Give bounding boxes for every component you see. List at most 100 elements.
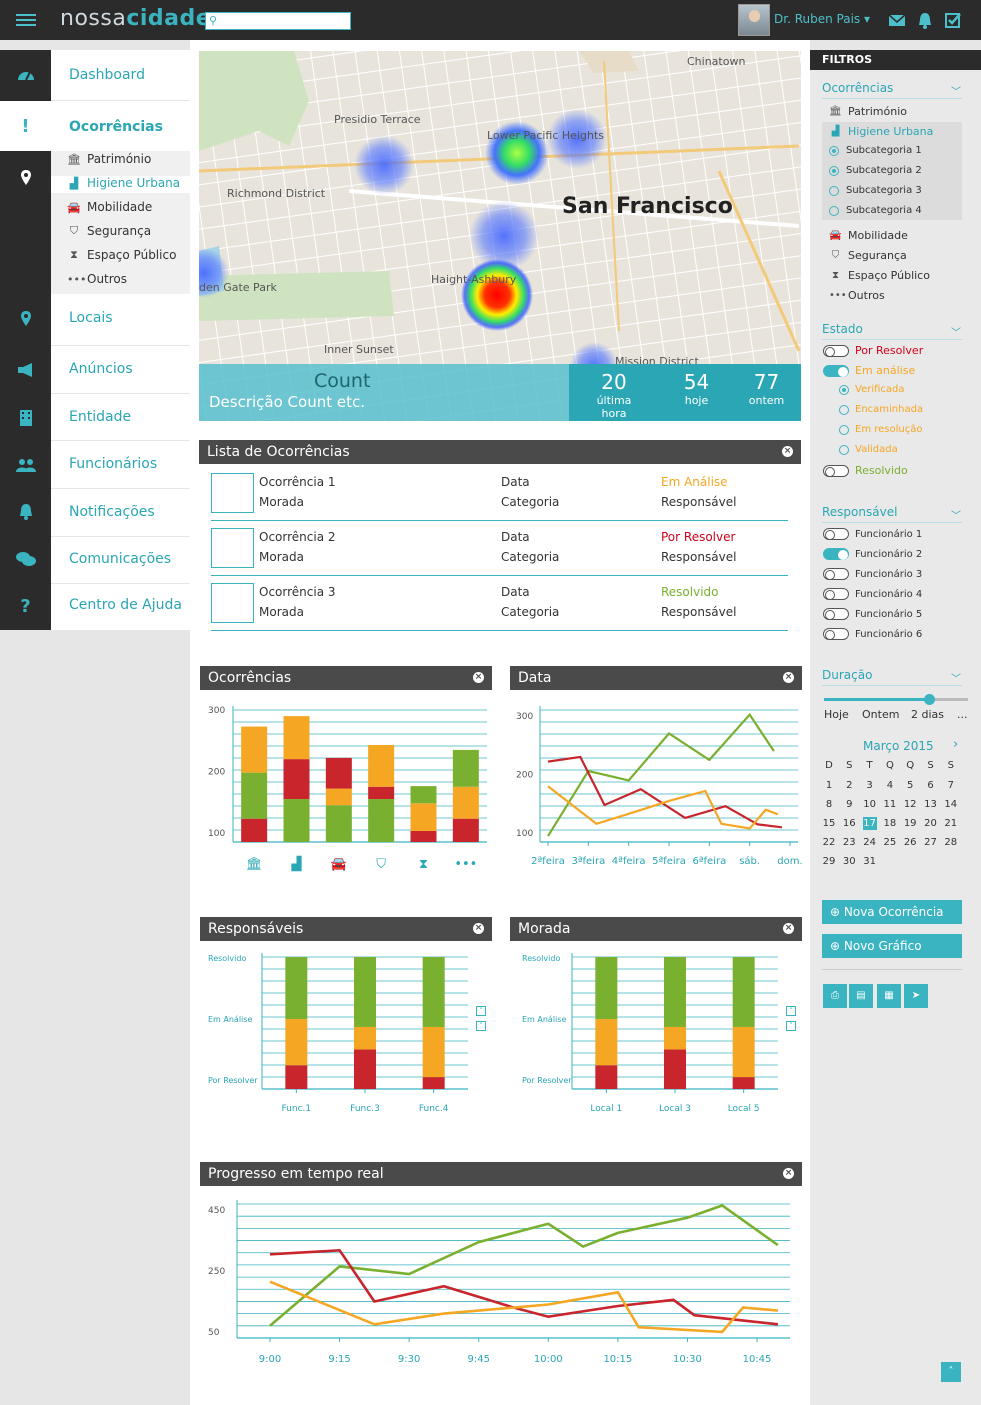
funcionario-toggle[interactable]: Funcionário 5 [823,608,922,620]
chevron-down-icon[interactable]: ﹀ [951,328,961,339]
bar-segment[interactable] [452,818,479,842]
calendar-day[interactable]: 31 [863,856,876,867]
close-icon[interactable]: × [473,923,484,934]
subestado-radio[interactable]: Em resolução [839,424,922,435]
bar-segment[interactable] [285,1065,308,1089]
heat-map[interactable]: San Francisco Chinatown Presidio Terrace… [199,51,801,421]
subestado-radio[interactable]: Validada [839,444,898,455]
filter-category[interactable]: 🚘 Mobilidade [829,229,908,242]
bar-segment[interactable] [595,957,618,1020]
close-icon[interactable]: × [473,672,484,683]
calendar-day[interactable]: 25 [883,837,897,848]
calendar-day[interactable]: 14 [944,799,958,810]
bar-segment[interactable] [732,1026,755,1078]
menu-hamburger-icon[interactable] [16,11,36,29]
toggle-switch[interactable] [823,568,849,580]
calendar-day[interactable]: 17 [862,817,877,830]
series-line[interactable] [269,1248,779,1326]
chevron-down-icon[interactable]: ﹀ [951,87,961,98]
duration-slider-handle[interactable] [924,694,935,705]
bar-segment[interactable] [325,805,352,842]
building-icon[interactable] [0,406,51,430]
filter-subcategory[interactable]: Subcategoria 4 [829,205,922,216]
bar-segment[interactable] [368,744,395,787]
nav-comunicacoes[interactable]: Comunicações [69,551,172,567]
bar-segment[interactable] [285,1019,308,1066]
calendar-day[interactable]: 9 [846,799,853,810]
notifications-bell-icon[interactable] [0,500,51,524]
filter-ocorrencias-heading[interactable]: Ocorrências [822,81,894,95]
calendar-day[interactable]: 7 [947,780,954,791]
toggle-switch[interactable] [823,608,849,620]
user-menu[interactable]: Dr. Ruben Pais ▾ [774,12,870,26]
calendar-day[interactable]: 6 [927,780,934,791]
bar-segment[interactable] [354,1049,376,1089]
bar-segment[interactable] [452,786,479,819]
bell-icon[interactable] [916,11,934,29]
calendar-day[interactable]: 4 [886,780,894,791]
nav-funcionarios[interactable]: Funcionários [69,456,158,472]
filter-category[interactable]: ••• Outros [829,289,885,302]
bar-segment[interactable] [664,957,686,1027]
locais-pin-icon[interactable] [0,307,51,331]
calendar-day[interactable]: 5 [907,780,914,791]
bar-segment[interactable] [368,786,395,800]
bar-segment[interactable] [595,1019,618,1066]
novo-grafico-button[interactable]: ⊕ Novo Gráfico [822,934,962,958]
calendar-day[interactable]: 3 [866,780,873,791]
app-logo[interactable]: nossacidade [60,6,211,31]
scroll-down-icon[interactable]: ˅ [476,1021,486,1031]
checklist-icon[interactable] [944,11,962,29]
series-line[interactable] [269,1280,779,1334]
nav-centro-ajuda[interactable]: Centro de Ajuda [69,597,182,613]
funcionario-toggle[interactable]: Funcionário 1 [823,528,922,540]
close-icon[interactable]: × [782,446,793,457]
users-icon[interactable] [0,453,51,477]
nav-sub-patrimonio[interactable]: 🏛 Património [67,152,151,166]
nav-sub-mobilidade[interactable]: 🚘 Mobilidade [67,200,152,214]
bar-segment[interactable] [732,957,755,1027]
estado-toggle[interactable]: Resolvido [823,464,908,477]
bar-segment[interactable] [595,1065,618,1089]
series-line[interactable] [547,755,783,829]
list-item[interactable]: Ocorrência 3 Morada Data Categoria Resolvido… [211,576,788,631]
scroll-down-icon[interactable]: ˅ [786,1021,796,1031]
dashboard-gauge-icon[interactable] [0,62,51,86]
calendar-day[interactable]: 27 [924,837,937,848]
filter-subcategory[interactable]: Subcategoria 1 [829,145,922,156]
print-icon[interactable]: ⎙ [823,984,847,1008]
series-line[interactable] [269,1204,779,1327]
bar-segment[interactable] [354,957,376,1027]
mail-icon[interactable] [888,11,906,29]
subestado-radio[interactable]: Encaminhada [839,404,923,415]
bar-segment[interactable] [422,1026,445,1078]
close-icon[interactable]: × [783,1168,794,1179]
calendar-day[interactable]: 16 [842,818,856,829]
calendar-day[interactable]: 22 [822,837,836,848]
series-line[interactable] [547,785,779,830]
calendar-day[interactable]: 26 [903,837,917,848]
chat-icon[interactable] [0,547,51,571]
funcionario-toggle[interactable]: Funcionário 3 [823,568,922,580]
calendar-day[interactable]: 30 [842,856,856,867]
list-item[interactable]: Ocorrência 2 Morada Data Categoria Por Resol… [211,521,788,576]
nav-dashboard[interactable]: Dashboard [69,67,145,83]
calendar-day[interactable]: 1 [825,780,833,791]
calendar-day[interactable]: 20 [924,818,937,829]
nova-ocorrencia-button[interactable]: ⊕ Nova Ocorrência [822,900,962,924]
filter-estado-heading[interactable]: Estado [822,322,863,336]
calendar-day[interactable]: 28 [944,837,958,848]
bar-segment[interactable] [241,818,268,842]
bar-segment[interactable] [452,749,479,787]
calendar-day[interactable]: 13 [924,799,937,810]
filter-responsavel-heading[interactable]: Responsável [822,505,898,519]
filter-category[interactable]: ⛉ Segurança [829,249,907,262]
calendar-day[interactable]: 19 [903,818,917,829]
pdf-icon[interactable]: ▤ [849,984,873,1008]
subestado-radio[interactable]: Verificada [839,384,905,395]
filter-duracao-heading[interactable]: Duração [822,668,873,682]
calendar-day[interactable]: 29 [822,856,836,867]
toggle-switch[interactable] [823,364,849,377]
close-icon[interactable]: × [783,672,794,683]
avatar[interactable] [738,4,770,36]
